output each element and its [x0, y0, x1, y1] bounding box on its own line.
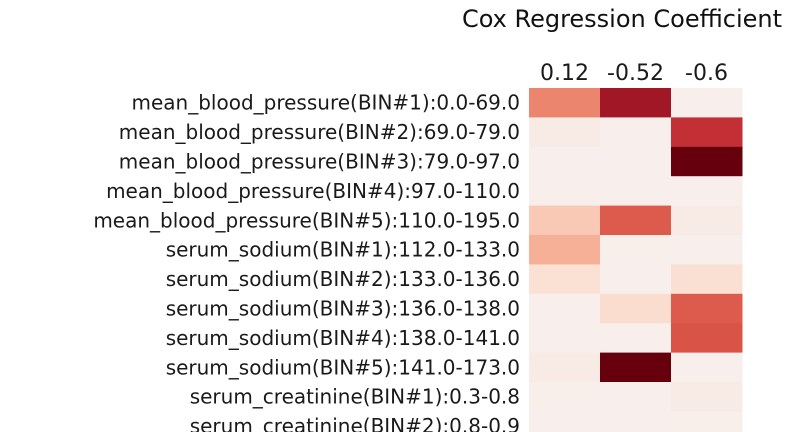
- row-labels: mean_blood_pressure(BIN#1):0.0-69.0 mean_…: [93, 91, 520, 432]
- heatmap-cell: [600, 117, 672, 148]
- row-label: mean_blood_pressure(BIN#5):110.0-195.0: [93, 208, 520, 232]
- heatmap-cell: [529, 411, 601, 432]
- heatmap-cell: [600, 176, 672, 207]
- heatmap-cell: [600, 323, 672, 354]
- heatmap-cell: [671, 205, 743, 236]
- heatmap-cell: [600, 411, 672, 432]
- heatmap-cell: [600, 382, 672, 412]
- heatmap-cell: [529, 146, 601, 177]
- heatmap-cell: [671, 117, 743, 148]
- chart-title: Cox Regression Coefficient: [462, 5, 782, 33]
- row-label: serum_sodium(BIN#4):138.0-141.0: [166, 326, 520, 350]
- heatmap-cell: [600, 293, 672, 324]
- heatmap-cell: [600, 88, 672, 118]
- heatmap-cells: [529, 88, 743, 432]
- row-label: mean_blood_pressure(BIN#2):69.0-79.0: [119, 120, 520, 144]
- heatmap-cell: [600, 146, 672, 177]
- heatmap-cell: [600, 352, 672, 383]
- heatmap-cell: [671, 293, 743, 324]
- heatmap-cell: [671, 176, 743, 207]
- column-label: 0.12: [540, 61, 589, 86]
- row-label: serum_sodium(BIN#5):141.0-173.0: [166, 355, 520, 379]
- column-label: -0.6: [685, 61, 728, 86]
- heatmap-cell: [529, 382, 601, 412]
- heatmap-cell: [671, 352, 743, 383]
- row-label: serum_creatinine(BIN#1):0.3-0.8: [190, 385, 520, 409]
- heatmap-cell: [671, 323, 743, 354]
- column-labels: 0.12 -0.52 -0.6: [540, 61, 728, 86]
- heatmap-cell: [600, 235, 672, 265]
- row-label: mean_blood_pressure(BIN#1):0.0-69.0: [132, 91, 521, 115]
- heatmap-cell: [600, 205, 672, 236]
- heatmap-cell: [529, 205, 601, 236]
- heatmap-cell: [671, 382, 743, 412]
- row-label: mean_blood_pressure(BIN#4):97.0-110.0: [106, 179, 520, 203]
- heatmap-cell: [529, 117, 601, 148]
- heatmap-cell: [671, 235, 743, 265]
- heatmap-cell: [671, 264, 743, 295]
- row-label: serum_creatinine(BIN#2):0.8-0.9: [190, 414, 520, 432]
- row-label: serum_sodium(BIN#2):133.0-136.0: [166, 267, 520, 291]
- heatmap-cell: [529, 323, 601, 354]
- column-label: -0.52: [607, 61, 664, 86]
- heatmap-cell: [529, 235, 601, 265]
- heatmap-cell: [529, 264, 601, 295]
- heatmap-cell: [671, 411, 743, 432]
- row-label: mean_blood_pressure(BIN#3):79.0-97.0: [119, 150, 520, 174]
- row-label: serum_sodium(BIN#1):112.0-133.0: [166, 238, 520, 262]
- heatmap-cell: [529, 352, 601, 383]
- heatmap-cell: [671, 146, 743, 177]
- heatmap-cell: [529, 293, 601, 324]
- heatmap-cell: [529, 176, 601, 207]
- heatmap-cell: [529, 88, 601, 118]
- row-label: serum_sodium(BIN#3):136.0-138.0: [166, 297, 520, 321]
- heatmap-cell: [600, 264, 672, 295]
- heatmap-cell: [671, 88, 743, 118]
